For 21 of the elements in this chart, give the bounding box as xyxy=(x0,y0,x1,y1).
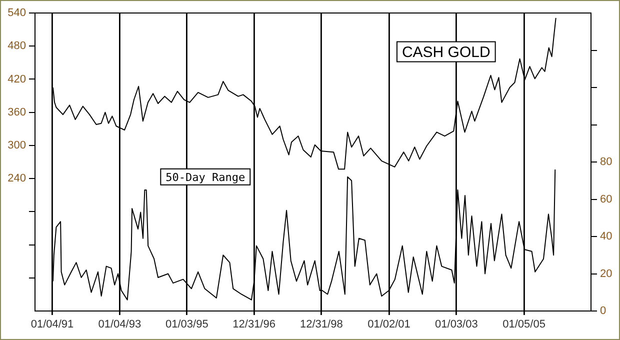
x-tick-label: 01/05/05 xyxy=(502,318,546,331)
x-tick-label: 01/03/95 xyxy=(166,318,208,331)
x-tick-label: 01/03/03 xyxy=(435,318,478,331)
y-tick-label: 540 xyxy=(8,7,26,20)
series-label: CASH GOLD xyxy=(402,44,490,61)
y2-tick-label: 20 xyxy=(600,268,612,280)
x-tick-label: 01/04/91 xyxy=(30,318,74,331)
y2-tick-label: 40 xyxy=(600,230,612,243)
y2-tick-label: 0 xyxy=(600,305,606,318)
y-tick-label: 480 xyxy=(8,40,26,52)
x-tick-label: 12/31/98 xyxy=(300,318,343,331)
x-tick-label: 01/04/93 xyxy=(98,318,142,331)
x-tick-label: 01/02/01 xyxy=(368,318,410,331)
x-tick-label: 12/31/96 xyxy=(232,318,276,331)
y2-tick-label: 60 xyxy=(600,193,612,206)
y-tick-label: 240 xyxy=(8,172,26,185)
y-tick-label: 300 xyxy=(8,139,26,152)
y-tick-label: 420 xyxy=(8,73,26,86)
y-tick-label: 360 xyxy=(8,106,26,118)
y2-tick-label: 80 xyxy=(600,156,612,168)
series-label: 50-Day Range xyxy=(166,170,246,184)
